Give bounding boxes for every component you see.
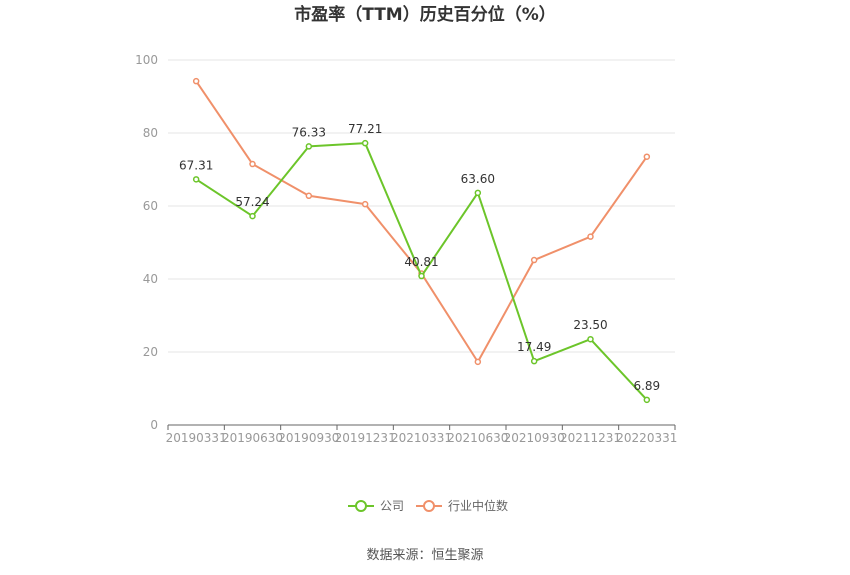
data-point xyxy=(249,160,256,168)
data-point xyxy=(474,358,482,366)
data-point xyxy=(192,77,200,85)
data-point xyxy=(305,143,313,150)
y-tick-label: 20 xyxy=(143,345,158,359)
data-label: 76.33 xyxy=(292,125,326,139)
legend-label: 行业中位数 xyxy=(448,498,508,513)
data-point xyxy=(587,233,594,240)
series-layer xyxy=(192,77,651,404)
data-labels: 67.31 57.24 76.33 77.21 40.81 63.60 17.49 23.50… xyxy=(179,122,660,393)
chart-title: 市盈率（TTM）历史百分位（%） xyxy=(294,4,556,25)
x-tick-label: 20210630 xyxy=(447,431,508,445)
grid xyxy=(168,59,675,353)
data-label: 17.49 xyxy=(517,340,551,354)
data-label: 67.31 xyxy=(179,158,213,172)
data-point xyxy=(361,200,369,208)
legend-item-company: 公司 xyxy=(348,499,404,513)
x-tick-label: 20210331 xyxy=(391,431,452,445)
data-point xyxy=(587,335,594,343)
x-tick-label: 20191231 xyxy=(335,431,396,445)
legend-label: 公司 xyxy=(380,499,404,513)
data-label: 23.50 xyxy=(573,318,607,332)
data-point xyxy=(643,396,651,404)
legend-item-industry: 行业中位数 xyxy=(416,498,508,513)
y-tick-label: 100 xyxy=(135,53,158,67)
data-point xyxy=(192,176,200,183)
y-tick-label: 0 xyxy=(150,418,158,432)
source-note: 数据来源：恒生聚源 xyxy=(366,548,483,563)
data-point xyxy=(418,272,425,280)
data-label: 57.24 xyxy=(235,195,269,209)
x-axis: 2019033120190630201909302019123120210331… xyxy=(166,424,677,445)
data-point xyxy=(474,189,482,197)
legend: 公司 行业中位数 xyxy=(348,498,508,513)
x-tick-label: 20210930 xyxy=(504,431,565,445)
data-point xyxy=(530,357,538,365)
data-point xyxy=(643,153,651,160)
x-tick-label: 20190331 xyxy=(166,431,227,445)
y-tick-label: 60 xyxy=(143,199,158,213)
x-tick-label: 20211231 xyxy=(560,431,621,445)
x-tick-label: 20220331 xyxy=(616,431,677,445)
y-tick-label: 40 xyxy=(143,272,158,286)
data-point xyxy=(530,256,538,264)
data-point xyxy=(361,139,369,147)
x-tick-label: 20190930 xyxy=(278,431,339,445)
data-point xyxy=(305,192,313,200)
data-point xyxy=(249,212,256,220)
y-axis: 0 20 40 60 80 100 xyxy=(135,53,158,432)
data-label: 6.89 xyxy=(633,379,660,393)
data-label: 40.81 xyxy=(404,255,438,269)
data-label: 63.60 xyxy=(461,172,495,186)
y-tick-label: 80 xyxy=(143,126,158,140)
legend-marker xyxy=(423,500,435,512)
x-tick-label: 20190630 xyxy=(222,431,283,445)
legend-marker xyxy=(355,500,367,512)
data-label: 77.21 xyxy=(348,122,382,136)
